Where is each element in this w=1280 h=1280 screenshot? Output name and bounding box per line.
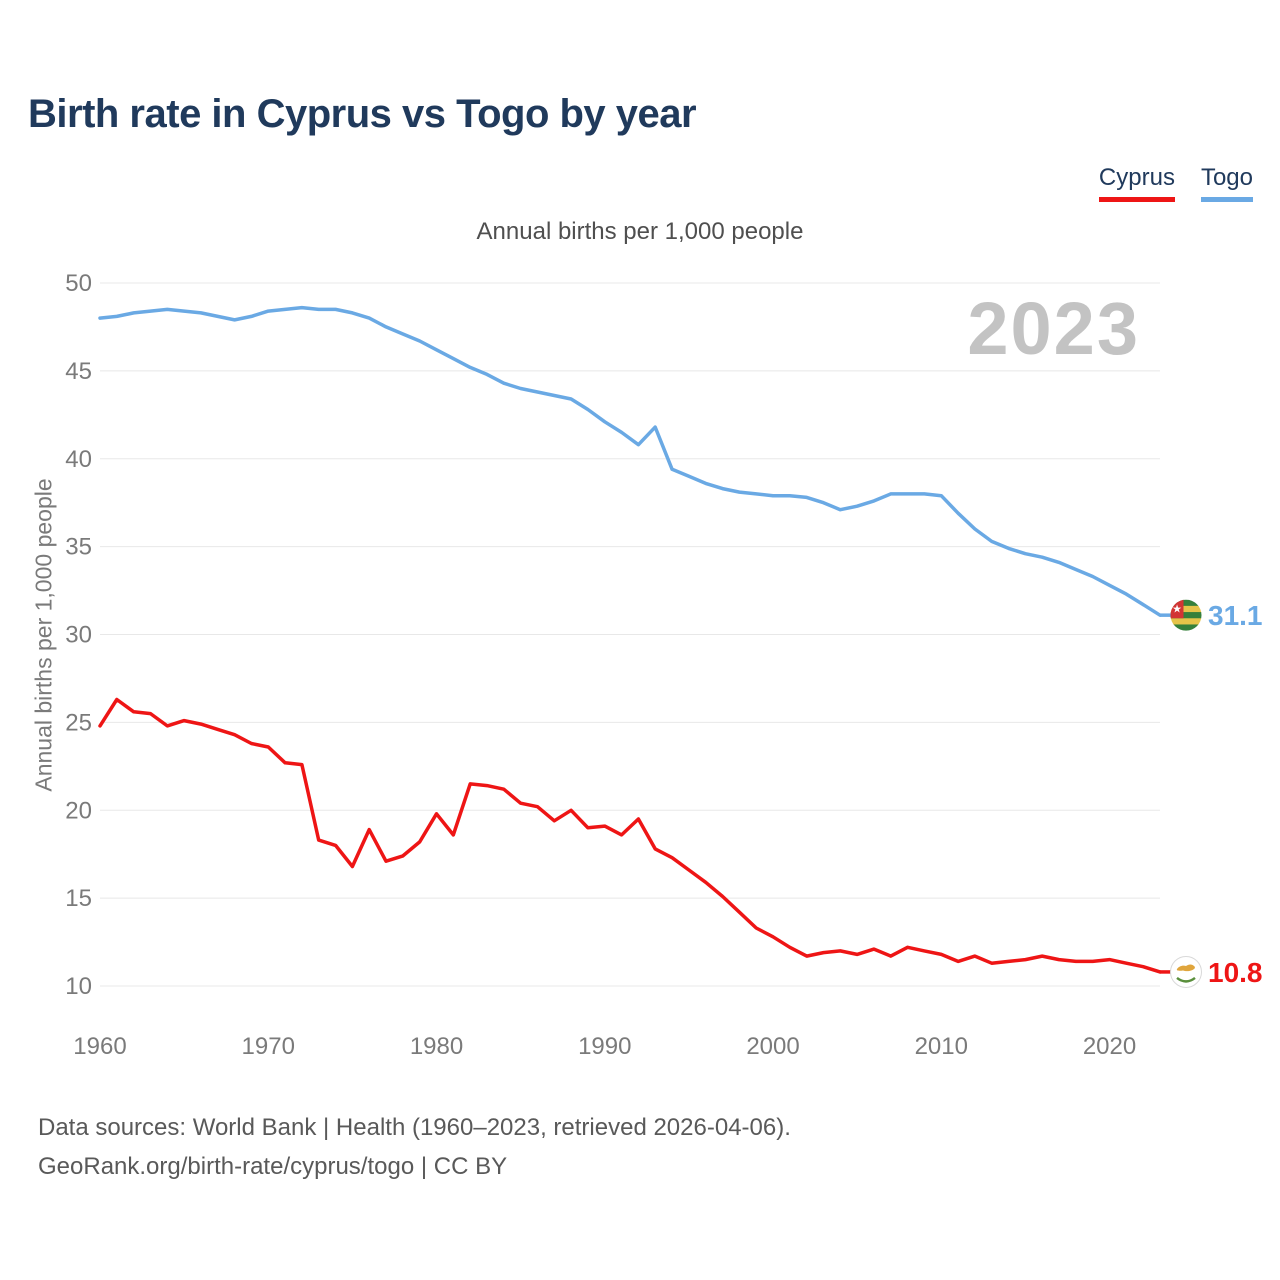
y-tick-label: 50 — [65, 270, 92, 297]
y-tick-label: 35 — [65, 534, 92, 561]
page-title: Birth rate in Cyprus vs Togo by year — [28, 92, 697, 136]
y-tick-label: 20 — [65, 797, 92, 824]
togo-line — [98, 305, 1162, 617]
y-tick-label: 30 — [65, 622, 92, 649]
x-tick-label: 2020 — [1083, 1033, 1136, 1060]
legend-item-cyprus[interactable]: Cyprus — [1098, 164, 1175, 202]
y-tick-label: 10 — [65, 973, 92, 1000]
chart-watermark: 2023 — [967, 287, 1140, 370]
chart-subtitle: Annual births per 1,000 people — [476, 218, 804, 245]
x-tick-label: 1960 — [73, 1033, 126, 1060]
x-tick-label: 1980 — [410, 1033, 463, 1060]
togo-end-value: 31.1 — [1208, 600, 1263, 631]
x-tick-label: 1970 — [242, 1033, 295, 1060]
x-tick-label: 2010 — [915, 1033, 968, 1060]
footer: Data sources: World Bank | Health (1960–… — [38, 1108, 791, 1186]
footer-attribution: GeoRank.org/birth-rate/cyprus/togo | CC … — [38, 1153, 508, 1180]
cyprus-flag-icon — [1170, 955, 1202, 988]
togo-flag-icon: ★ — [1170, 599, 1202, 631]
cyprus-end-value: 10.8 — [1208, 957, 1263, 988]
legend-item-togo[interactable]: Togo — [1200, 164, 1253, 202]
y-tick-label: 25 — [65, 709, 92, 736]
cyprus-line — [98, 697, 1162, 974]
x-tick-label: 1990 — [578, 1033, 631, 1060]
x-tick-label: 2000 — [746, 1033, 799, 1060]
svg-text:★: ★ — [1172, 604, 1182, 616]
y-tick-label: 40 — [65, 446, 92, 473]
y-tick-label: 15 — [65, 885, 92, 912]
y-tick-label: 45 — [65, 358, 92, 385]
legend: Cyprus Togo — [1098, 164, 1253, 202]
footer-sources: Data sources: World Bank | Health (1960–… — [38, 1114, 791, 1141]
